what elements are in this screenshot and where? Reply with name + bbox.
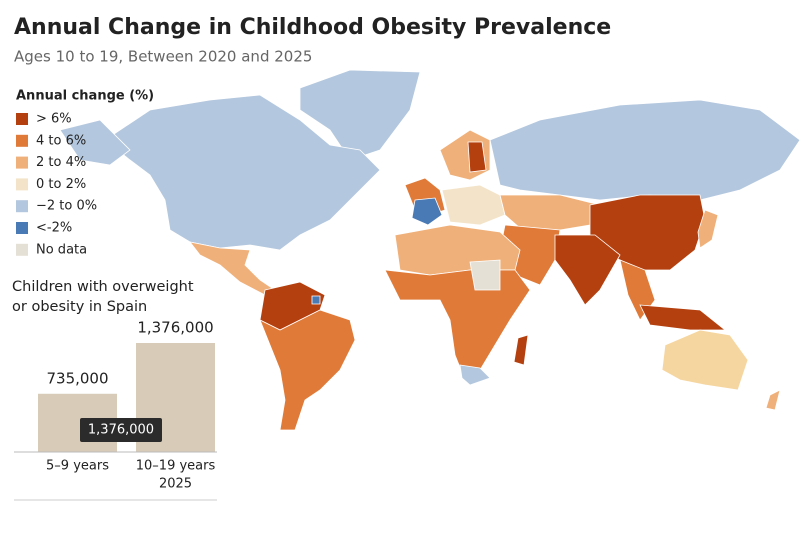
category-label: 5–9 years [46,459,109,474]
legend-swatch [16,200,28,213]
value-label: 1,376,000 [137,319,213,337]
legend-swatch [16,178,28,191]
legend-swatch [16,113,28,125]
world-map [59,69,800,431]
legend-label: 4 to 6% [36,133,86,148]
legend-swatch [16,156,28,169]
legend-title: Annual change (%) [16,89,154,104]
category-label: 2025 [159,477,192,492]
inset-title: or obesity in Spain [12,299,147,315]
tooltip-text: 1,376,000 [88,423,154,438]
legend-label: <-2% [36,221,72,236]
legend-swatch [16,222,28,234]
legend-swatch [16,243,28,256]
value-label: 735,000 [46,369,108,387]
title: Annual Change in Childhood Obesity Preva… [14,15,611,40]
subtitle: Ages 10 to 19, Between 2020 and 2025 [14,48,312,66]
inset-title: Children with overweight [12,279,194,295]
legend-label: > 6% [36,112,72,127]
legend-label: −2 to 0% [36,199,97,214]
category-label: 10–19 years [136,459,216,474]
legend-swatch [16,134,28,147]
legend-label: 0 to 2% [36,177,86,192]
legend-label: No data [36,242,87,257]
legend-label: 2 to 4% [36,155,86,170]
tooltip-box [80,418,162,442]
